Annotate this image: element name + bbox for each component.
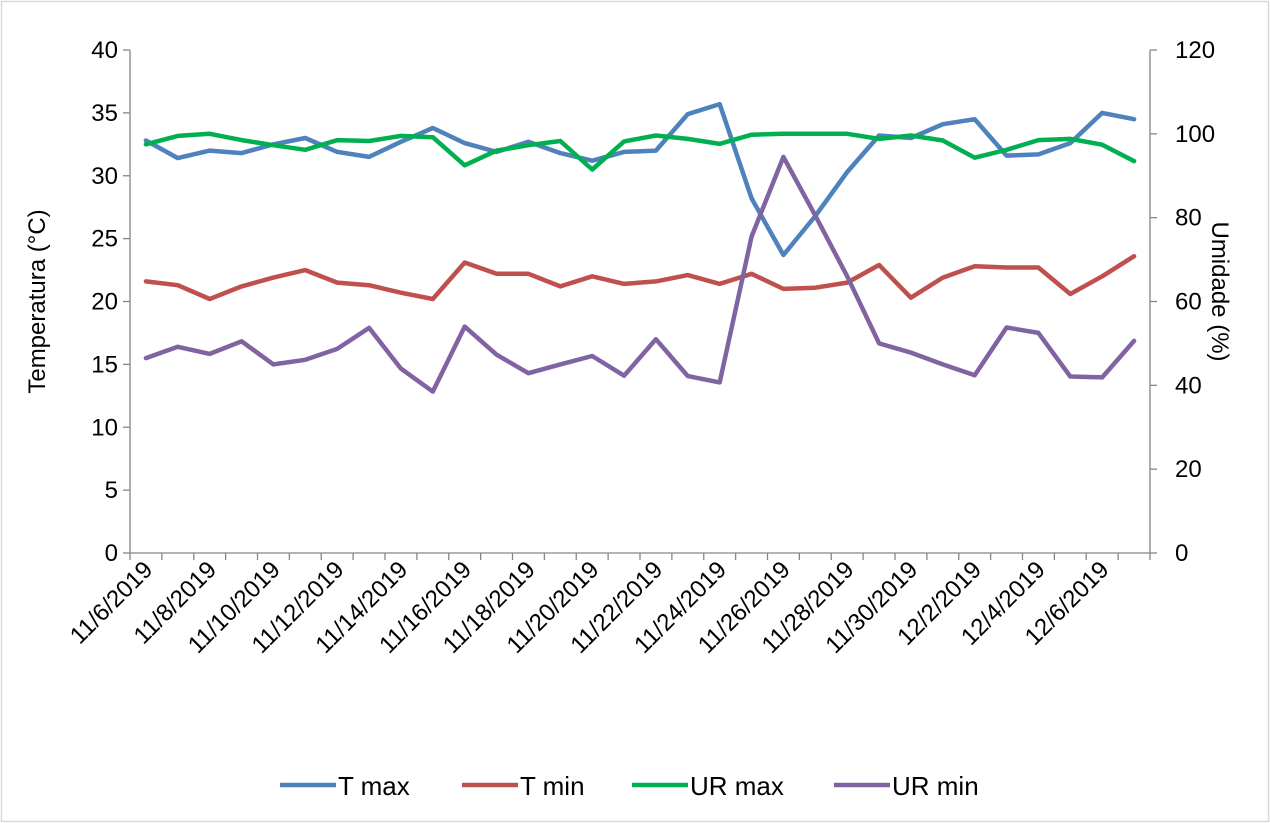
y-left-tick-label: 30 <box>91 163 118 190</box>
y-left-tick-label: 40 <box>91 37 118 64</box>
series-line-ur-max <box>143 131 1137 172</box>
y-left-tick-label: 0 <box>105 540 118 567</box>
y-left-tick-label: 20 <box>91 289 118 316</box>
legend-label-ur-min: UR min <box>892 771 979 801</box>
series-lines <box>143 101 1137 394</box>
legend-label-t-max: T max <box>338 771 410 801</box>
y-left-tick-label: 5 <box>105 477 118 504</box>
legend-label-t-min: T min <box>520 771 585 801</box>
y-left-tick-label: 35 <box>91 100 118 127</box>
y-right-tick-label: 100 <box>1175 121 1215 148</box>
legend-label-ur-max: UR max <box>690 771 784 801</box>
y-axis-right-title: Umidade (%) <box>1206 221 1233 361</box>
series-line-t-max <box>143 101 1137 258</box>
y-left-tick-label: 10 <box>91 414 118 441</box>
series-line-t-min <box>143 253 1137 302</box>
legend: T max T min UR max UR min <box>280 771 979 801</box>
y-left-tick-label: 15 <box>91 351 118 378</box>
y-axis-left-title: Temperatura (°C) <box>24 209 51 393</box>
y-right-tick-label: 0 <box>1175 540 1188 567</box>
y-right-tick-label: 120 <box>1175 37 1215 64</box>
y-right-tick-label: 80 <box>1175 205 1202 232</box>
series-line-ur-min <box>143 154 1137 394</box>
y-right-tick-label: 40 <box>1175 372 1202 399</box>
y-left-tick-label: 25 <box>91 226 118 253</box>
y-right-tick-label: 20 <box>1175 456 1202 483</box>
y-right-tick-label: 60 <box>1175 289 1202 316</box>
